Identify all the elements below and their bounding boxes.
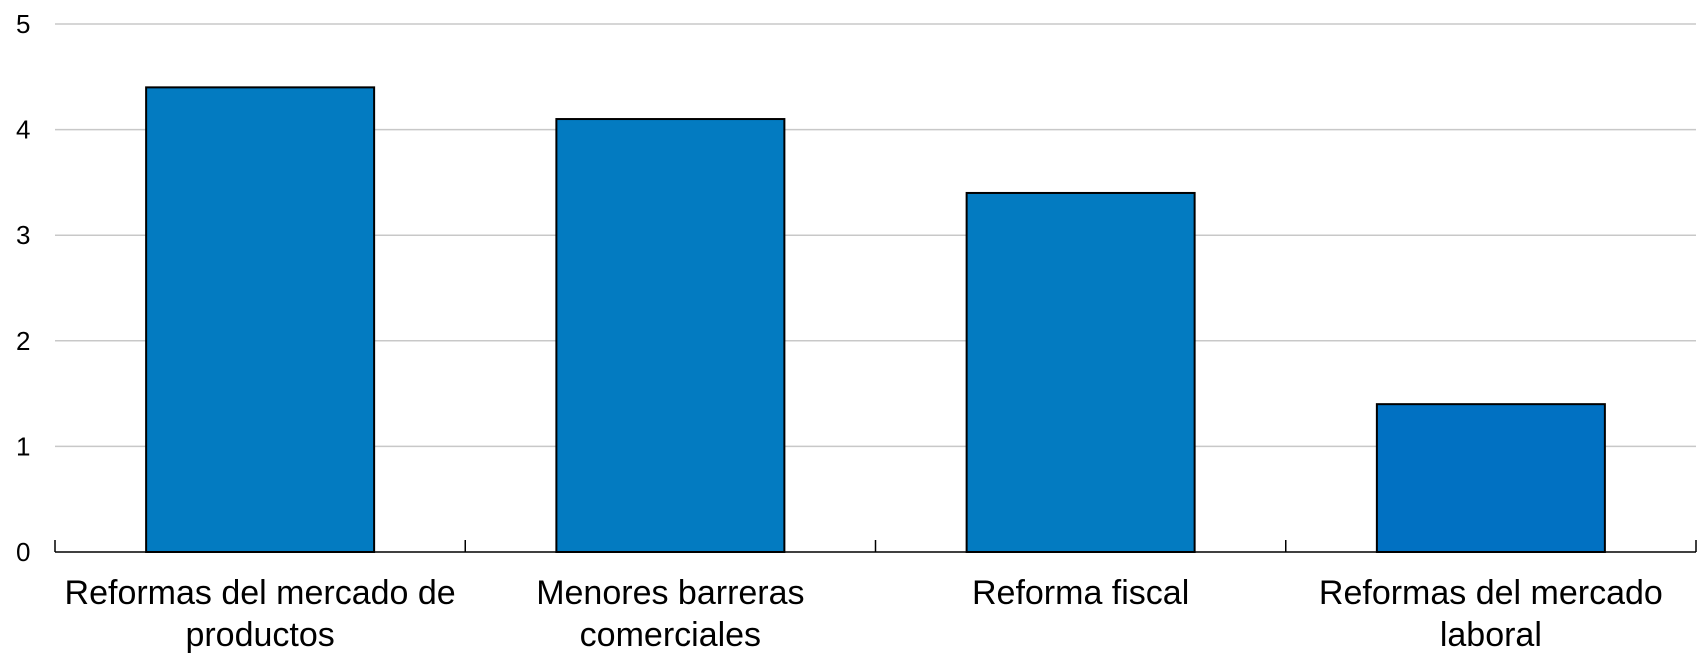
x-tick-label-line: Reformas del mercado de: [65, 574, 456, 612]
bars: [145, 86, 1606, 554]
x-tick-label-line: Reformas del mercado: [1319, 574, 1663, 612]
axes: [54, 540, 1697, 553]
y-tick-label: 2: [16, 326, 30, 356]
x-tick-label-line: Menores barreras: [536, 574, 804, 612]
tick-labels: 0 1 2 3 4 5 Reformas del mercado de productos Me…: [16, 9, 1663, 654]
y-tick-label: 5: [16, 9, 30, 39]
x-tick-label-line: Reforma fiscal: [972, 574, 1189, 612]
x-tick-label-line: laboral: [1440, 616, 1542, 654]
y-tick-label: 4: [16, 115, 30, 145]
x-tick-label: Menores barreras comerciales: [536, 574, 804, 654]
x-tick-label-line: comerciales: [580, 616, 761, 654]
y-tick-label: 1: [16, 431, 30, 461]
x-tick-label: Reformas del mercado de productos: [65, 574, 456, 654]
y-tick-label: 0: [16, 537, 30, 567]
bar: [555, 118, 786, 553]
x-tick-label: Reformas del mercado laboral: [1319, 574, 1663, 654]
bar: [1375, 403, 1606, 553]
y-tick-label: 3: [16, 220, 30, 250]
x-tick-label-line: productos: [185, 616, 334, 654]
x-tick-label: Reforma fiscal: [972, 574, 1189, 612]
bar: [965, 191, 1196, 554]
bar: [145, 86, 376, 554]
